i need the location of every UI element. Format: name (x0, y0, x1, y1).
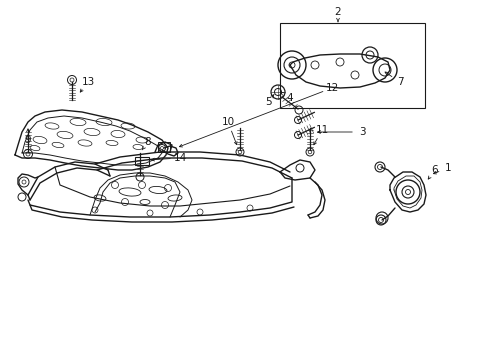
Text: 1: 1 (444, 163, 450, 173)
Text: 5: 5 (264, 97, 271, 107)
Text: 8: 8 (144, 137, 151, 147)
Text: 9: 9 (24, 135, 31, 145)
Bar (135, 157, 149, 165)
Text: 7: 7 (396, 77, 403, 87)
Text: 13: 13 (81, 77, 95, 87)
Text: 10: 10 (221, 117, 234, 127)
Bar (158, 142, 170, 152)
Text: 3: 3 (358, 127, 365, 137)
Text: 4: 4 (286, 93, 293, 103)
Text: 11: 11 (315, 125, 328, 135)
Text: 14: 14 (173, 153, 186, 163)
Text: 6: 6 (431, 165, 437, 175)
Text: 12: 12 (325, 83, 338, 93)
Text: 2: 2 (334, 7, 341, 17)
Bar (280, 23, 424, 108)
